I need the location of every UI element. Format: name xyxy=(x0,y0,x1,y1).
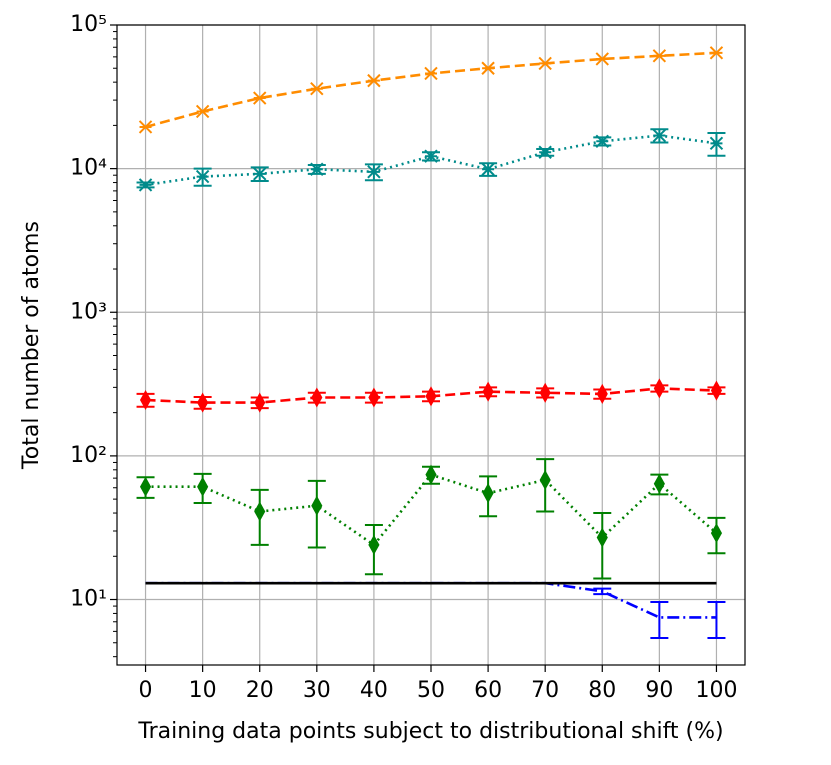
marker xyxy=(596,383,608,404)
x-tick-label: 0 xyxy=(139,678,153,703)
marker xyxy=(595,52,609,66)
marker xyxy=(367,165,381,179)
marker xyxy=(139,476,152,497)
marker xyxy=(138,178,153,192)
marker xyxy=(311,387,323,408)
marker xyxy=(139,389,152,411)
y-tick-label: 10³ xyxy=(70,299,107,324)
x-axis-label: Training data points subject to distribu… xyxy=(137,719,723,744)
marker xyxy=(653,473,665,494)
marker xyxy=(595,134,609,148)
plot-frame xyxy=(116,24,746,666)
error-bar xyxy=(650,601,669,639)
marker xyxy=(138,120,153,134)
x-tick-label: 100 xyxy=(695,678,737,703)
marker xyxy=(425,464,437,485)
x-tick-label: 70 xyxy=(531,678,559,703)
marker xyxy=(424,149,438,163)
marker xyxy=(310,162,324,176)
x-tick-label: 30 xyxy=(303,678,331,703)
marker xyxy=(197,476,209,497)
marker xyxy=(481,61,495,75)
x-tick-label: 10 xyxy=(189,678,217,703)
marker xyxy=(197,392,209,413)
marker xyxy=(425,386,437,407)
marker xyxy=(310,82,324,96)
marker xyxy=(709,46,724,60)
error-bar xyxy=(707,601,726,639)
marker xyxy=(195,104,210,119)
marker xyxy=(596,527,608,548)
marker xyxy=(254,501,266,522)
marker xyxy=(710,380,723,401)
y-tick-label: 10⁵ xyxy=(70,12,107,37)
marker xyxy=(538,56,552,71)
marker xyxy=(653,378,665,399)
marker xyxy=(424,66,438,81)
marker xyxy=(368,534,380,555)
x-tick-label: 90 xyxy=(645,678,673,703)
marker xyxy=(710,523,723,544)
x-tick-label: 60 xyxy=(474,678,502,703)
marker xyxy=(482,381,494,402)
marker xyxy=(538,145,552,159)
marker xyxy=(254,392,266,413)
marker xyxy=(368,387,380,408)
x-tick-label: 50 xyxy=(417,678,445,703)
marker xyxy=(652,49,667,63)
y-tick-label: 10⁴ xyxy=(70,156,107,181)
y-tick-label: 10¹ xyxy=(70,587,107,612)
marker xyxy=(253,91,267,105)
y-axis-label: Total number of atoms xyxy=(19,221,44,470)
marker xyxy=(539,469,551,490)
error-bar xyxy=(593,587,612,596)
marker xyxy=(539,382,551,403)
marker xyxy=(652,128,667,143)
marker xyxy=(311,495,323,516)
x-tick-label: 20 xyxy=(246,678,274,703)
marker xyxy=(253,167,267,181)
marker xyxy=(481,162,495,176)
y-tick-label: 10² xyxy=(70,443,107,468)
x-tick-label: 80 xyxy=(588,678,616,703)
marker xyxy=(195,169,210,184)
marker xyxy=(367,73,381,88)
marker xyxy=(482,483,494,504)
marker xyxy=(709,136,724,151)
x-tick-label: 40 xyxy=(360,678,388,703)
